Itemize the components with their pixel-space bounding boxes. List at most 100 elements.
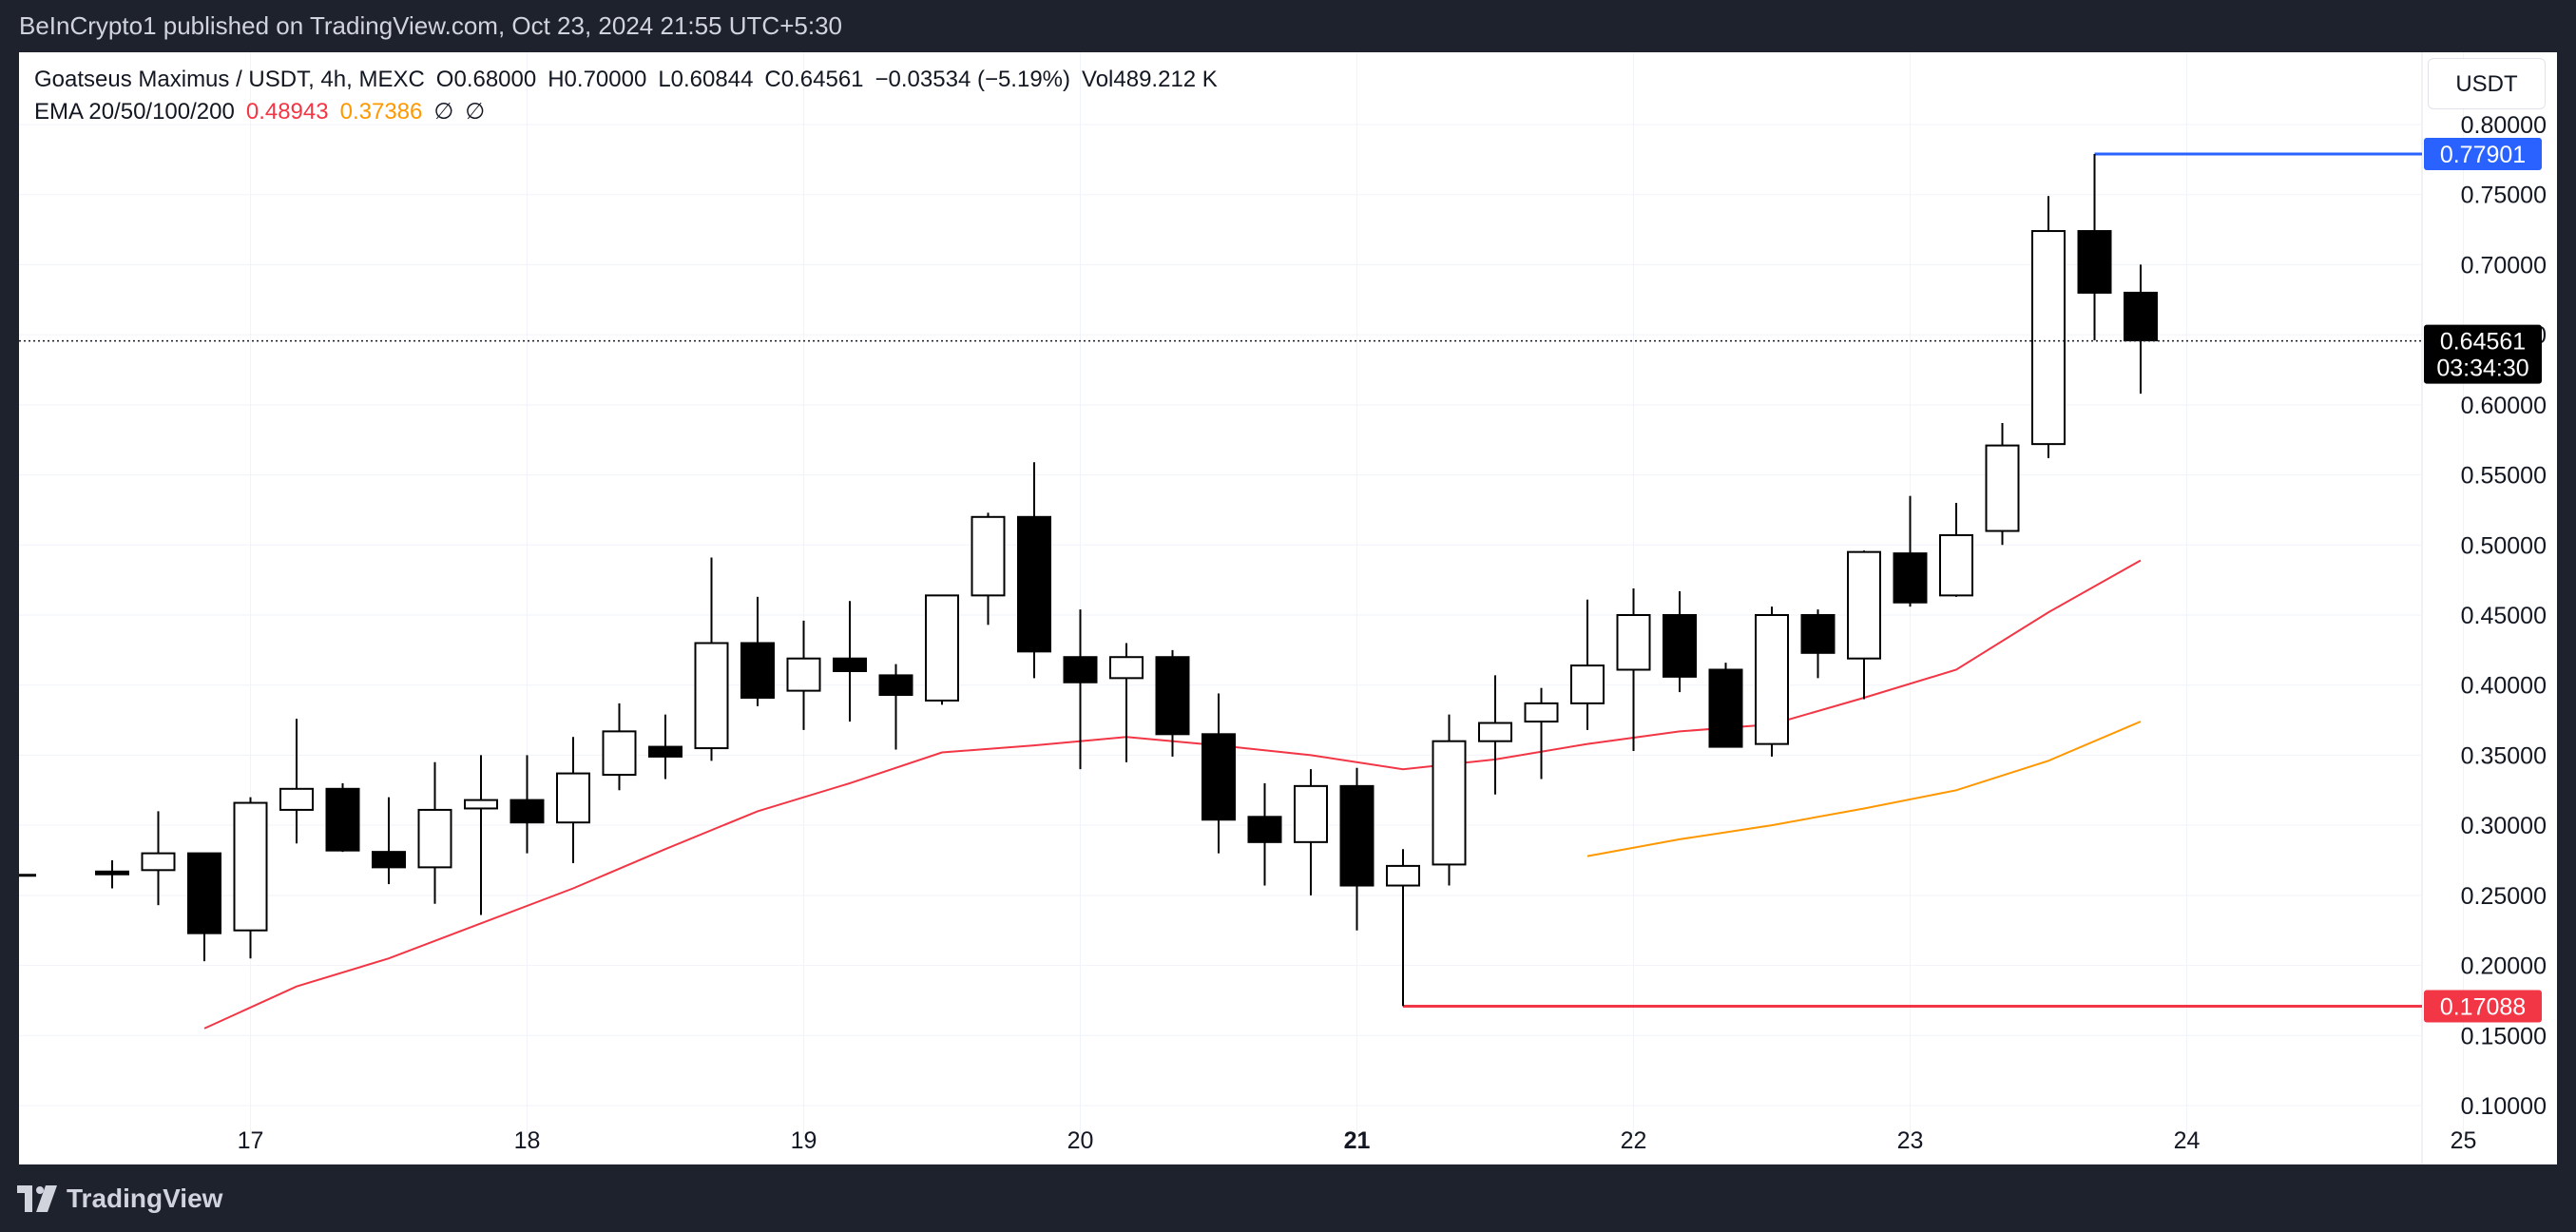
- price-tick-label: 0.10000: [2461, 1093, 2547, 1120]
- candle: [1017, 462, 1051, 679]
- candle-body-up: [1570, 664, 1605, 704]
- volume-value: Vol489.212 K: [1082, 67, 1218, 92]
- price-tick-label: 0.60000: [2461, 393, 2547, 419]
- ema50-value: 0.37386: [339, 99, 423, 125]
- resistance-badge: 0.77901: [2424, 137, 2542, 170]
- price-tick-label: 0.35000: [2461, 742, 2547, 769]
- candles: [19, 153, 2158, 1007]
- candle-body-up: [556, 772, 590, 824]
- candle-body-down: [325, 787, 360, 852]
- candle: [1432, 714, 1467, 886]
- candle: [2077, 153, 2112, 341]
- tradingview-logo-icon[interactable]: [17, 1185, 59, 1212]
- candle: [1339, 767, 1375, 931]
- candle: [1294, 769, 1328, 895]
- high-value: H0.70000: [548, 67, 647, 92]
- top-bar: BeInCrypto1 published on TradingView.com…: [0, 0, 2576, 52]
- candle-body-up: [602, 730, 637, 777]
- candle: [372, 797, 406, 885]
- candle-body-up: [2031, 230, 2066, 446]
- candle: [740, 596, 775, 706]
- candle-body-up: [1939, 533, 1973, 597]
- price-tick-label: 0.50000: [2461, 532, 2547, 559]
- chart-legend: Goatseus Maximus / USDT, 4h, MEXC O0.680…: [34, 64, 1218, 128]
- candle-body-up: [1755, 614, 1789, 745]
- candle: [1386, 849, 1420, 1007]
- tradingview-brand[interactable]: TradingView: [67, 1184, 223, 1213]
- candle: [1800, 609, 1836, 679]
- time-tick-label: 18: [514, 1127, 541, 1154]
- candle: [1708, 663, 1743, 748]
- candle-body-up: [1847, 550, 1881, 660]
- current-price-badge-text: 03:34:30: [2436, 356, 2528, 382]
- candle-body-up: [1386, 864, 1420, 887]
- candle-body-down: [95, 870, 129, 876]
- candle-body-down: [878, 674, 913, 697]
- ema20-value: 0.48943: [245, 99, 329, 125]
- current-price-badge-text: 0.64561: [2440, 329, 2526, 356]
- candle-body-down: [1201, 733, 1236, 821]
- candle: [694, 557, 729, 761]
- candle: [1155, 649, 1190, 757]
- chart-panel[interactable]: 0.800000.750000.700000.650000.600000.550…: [19, 52, 2557, 1165]
- candle-body-up: [1616, 614, 1651, 671]
- candle: [1847, 550, 1881, 700]
- candle: [556, 737, 590, 863]
- candle-body-down: [648, 745, 682, 758]
- low-value: L0.60844: [658, 67, 754, 92]
- support-badge-text: 0.17088: [2440, 994, 2526, 1021]
- price-tick-label: 0.55000: [2461, 463, 2547, 490]
- candle: [1570, 599, 1605, 730]
- candle: [325, 782, 360, 853]
- open-value: O0.68000: [435, 67, 537, 92]
- ema-label[interactable]: EMA 20/50/100/200: [34, 99, 235, 125]
- currency-button[interactable]: USDT: [2428, 58, 2546, 109]
- candle-body-down: [2077, 230, 2112, 294]
- time-tick-label: 25: [2451, 1127, 2477, 1154]
- candle: [833, 601, 867, 722]
- candle: [925, 594, 959, 705]
- change-value: −0.03534 (−5.19%): [875, 67, 1071, 92]
- candle: [648, 714, 682, 780]
- candle-body-up: [1109, 656, 1144, 680]
- candle-body-up: [233, 801, 268, 932]
- candle: [233, 797, 268, 959]
- candle: [509, 755, 545, 854]
- candle: [2124, 264, 2158, 395]
- candle: [95, 860, 129, 889]
- candle-body-up: [1985, 444, 2020, 532]
- candle-body-up: [971, 515, 1006, 597]
- resistance-badge-text: 0.77901: [2440, 142, 2526, 168]
- time-tick-label: 21: [1344, 1127, 1371, 1154]
- candle: [187, 852, 221, 962]
- resistance-badge-bg: [2424, 137, 2542, 170]
- time-tick-label: 19: [791, 1127, 817, 1154]
- candle: [1201, 693, 1236, 854]
- candle: [1478, 675, 1512, 795]
- time-tick-label: 17: [238, 1127, 264, 1154]
- candle: [141, 811, 176, 906]
- published-text: BeInCrypto1 published on TradingView.com…: [19, 11, 842, 40]
- time-axis: 17 18 19 20 21 22 23 24 25: [238, 1127, 2477, 1154]
- candle: [2031, 196, 2066, 458]
- candlestick-chart[interactable]: 0.800000.750000.700000.650000.600000.550…: [19, 52, 2557, 1165]
- candle-body-up: [1432, 740, 1467, 866]
- time-tick-label: 23: [1897, 1127, 1924, 1154]
- candle: [1247, 782, 1282, 886]
- candle: [971, 512, 1006, 626]
- candle-body-down: [1800, 614, 1836, 654]
- candle-body-up: [141, 852, 176, 872]
- candle-body-down: [1893, 552, 1928, 604]
- time-tick-label: 24: [2174, 1127, 2201, 1154]
- candle: [1663, 590, 1697, 693]
- candle-body-down: [1017, 515, 1051, 653]
- price-tick-label: 0.25000: [2461, 883, 2547, 910]
- support-badge-bg: [2424, 990, 2542, 1023]
- candle: [1616, 587, 1651, 752]
- candle: [1985, 423, 2020, 546]
- candle-body-up: [279, 787, 314, 811]
- current-price-badge-bg: [2424, 324, 2542, 384]
- symbol-label[interactable]: Goatseus Maximus / USDT, 4h, MEXC: [34, 67, 425, 92]
- candle-body-down: [1663, 614, 1697, 678]
